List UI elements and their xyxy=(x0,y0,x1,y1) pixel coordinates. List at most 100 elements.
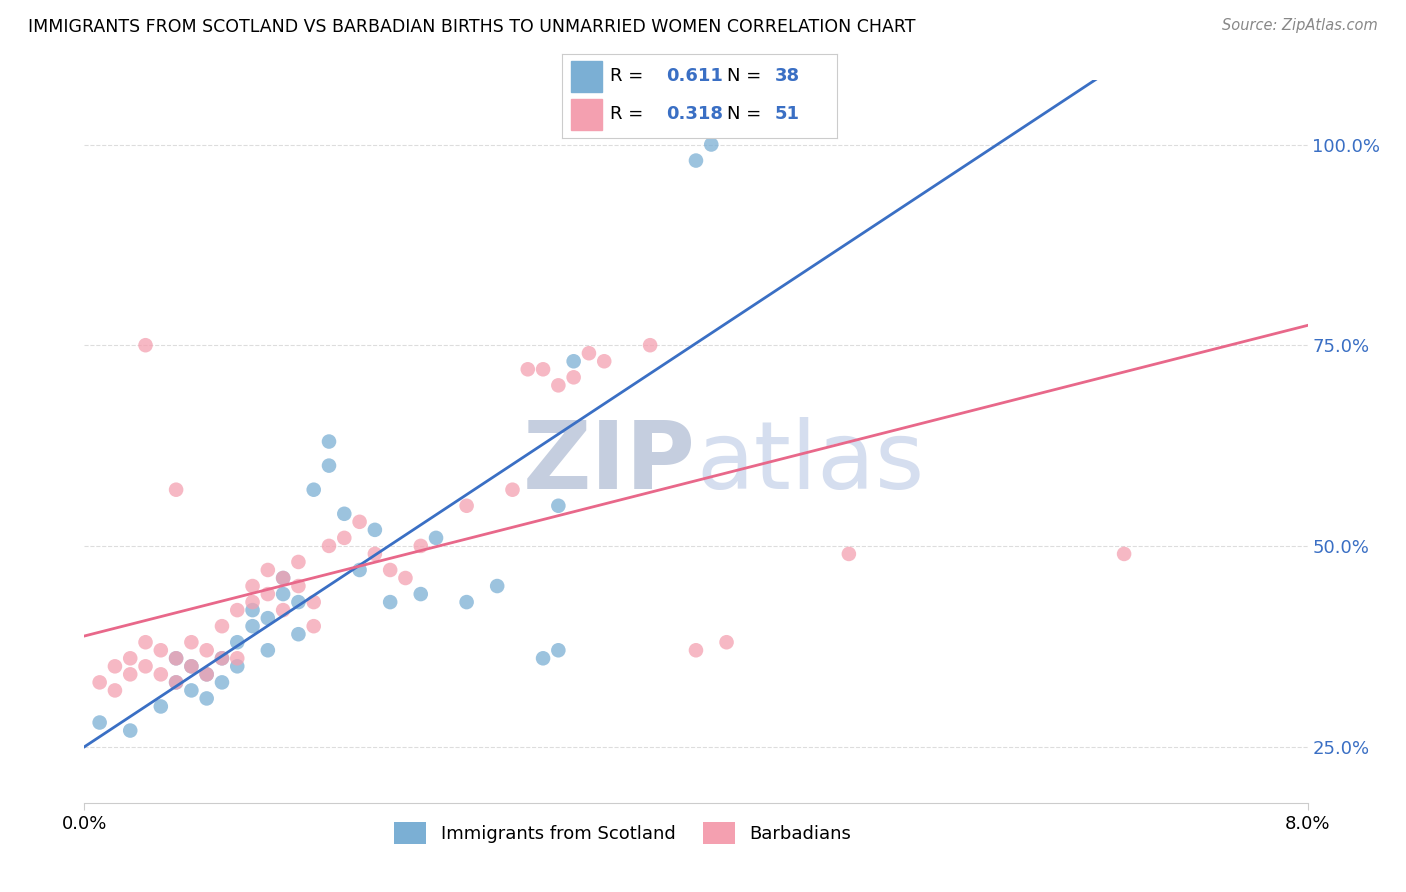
Point xyxy=(364,523,387,537)
Bar xyxy=(571,99,602,130)
Point xyxy=(349,515,371,529)
Text: ZIP: ZIP xyxy=(523,417,696,509)
Point xyxy=(409,539,432,553)
Point xyxy=(486,579,509,593)
Point xyxy=(257,563,280,577)
Point xyxy=(318,434,340,449)
Point xyxy=(149,643,172,657)
Point xyxy=(257,587,280,601)
Point xyxy=(89,715,111,730)
Point xyxy=(195,643,218,657)
Point xyxy=(380,595,402,609)
Point xyxy=(165,675,187,690)
Point xyxy=(547,499,569,513)
Point xyxy=(638,338,661,352)
Point xyxy=(302,619,325,633)
Point xyxy=(562,370,585,384)
Point xyxy=(165,675,187,690)
Point xyxy=(195,691,218,706)
Point xyxy=(180,659,202,673)
Point xyxy=(394,571,416,585)
Point xyxy=(547,643,569,657)
Text: N =: N = xyxy=(727,105,766,123)
Point xyxy=(531,651,554,665)
Point xyxy=(502,483,524,497)
Point xyxy=(211,619,233,633)
Point xyxy=(333,507,356,521)
Bar xyxy=(571,62,602,92)
Point xyxy=(456,499,478,513)
Point xyxy=(226,635,249,649)
Point xyxy=(149,667,172,681)
Point xyxy=(593,354,616,368)
Point xyxy=(716,635,738,649)
Point xyxy=(578,346,600,360)
Point xyxy=(271,571,294,585)
Point xyxy=(120,723,142,738)
Point xyxy=(211,651,233,665)
Point xyxy=(456,595,478,609)
Point xyxy=(302,483,325,497)
Point xyxy=(242,579,264,593)
Point xyxy=(226,603,249,617)
Point xyxy=(165,651,187,665)
Point xyxy=(149,699,172,714)
Text: R =: R = xyxy=(610,67,650,85)
Point xyxy=(226,651,249,665)
Point xyxy=(271,603,294,617)
Point xyxy=(180,683,202,698)
Point xyxy=(685,153,707,168)
Point xyxy=(409,587,432,601)
Point xyxy=(287,627,309,641)
Point xyxy=(302,595,325,609)
Point xyxy=(89,675,111,690)
Point xyxy=(1114,547,1136,561)
Point xyxy=(135,635,157,649)
Point xyxy=(211,675,233,690)
Point xyxy=(547,378,569,392)
Text: atlas: atlas xyxy=(696,417,924,509)
Point xyxy=(135,659,157,673)
Text: 38: 38 xyxy=(775,67,800,85)
Text: 51: 51 xyxy=(775,105,800,123)
Point xyxy=(120,667,142,681)
Point xyxy=(287,579,309,593)
Point xyxy=(165,483,187,497)
Point xyxy=(562,354,585,368)
Point xyxy=(287,595,309,609)
Point xyxy=(104,683,127,698)
Point xyxy=(685,643,707,657)
Point xyxy=(318,539,340,553)
Point xyxy=(242,595,264,609)
Legend: Immigrants from Scotland, Barbadians: Immigrants from Scotland, Barbadians xyxy=(387,815,859,852)
Point xyxy=(257,611,280,625)
Text: IMMIGRANTS FROM SCOTLAND VS BARBADIAN BIRTHS TO UNMARRIED WOMEN CORRELATION CHAR: IMMIGRANTS FROM SCOTLAND VS BARBADIAN BI… xyxy=(28,18,915,36)
Text: 0.318: 0.318 xyxy=(666,105,724,123)
Text: Source: ZipAtlas.com: Source: ZipAtlas.com xyxy=(1222,18,1378,33)
Point xyxy=(333,531,356,545)
Point xyxy=(271,587,294,601)
Point xyxy=(135,338,157,352)
Point xyxy=(195,667,218,681)
Point xyxy=(180,635,202,649)
Point xyxy=(165,651,187,665)
Point xyxy=(242,603,264,617)
Text: N =: N = xyxy=(727,67,766,85)
Point xyxy=(104,659,127,673)
Point xyxy=(257,643,280,657)
Point xyxy=(226,659,249,673)
Point xyxy=(349,563,371,577)
Point xyxy=(211,651,233,665)
Text: 0.611: 0.611 xyxy=(666,67,724,85)
Point xyxy=(700,137,723,152)
Point xyxy=(516,362,538,376)
Point xyxy=(180,659,202,673)
Point xyxy=(318,458,340,473)
Point xyxy=(271,571,294,585)
Point xyxy=(425,531,447,545)
Text: R =: R = xyxy=(610,105,650,123)
Point xyxy=(120,651,142,665)
Point xyxy=(380,563,402,577)
Point xyxy=(287,555,309,569)
Point xyxy=(531,362,554,376)
